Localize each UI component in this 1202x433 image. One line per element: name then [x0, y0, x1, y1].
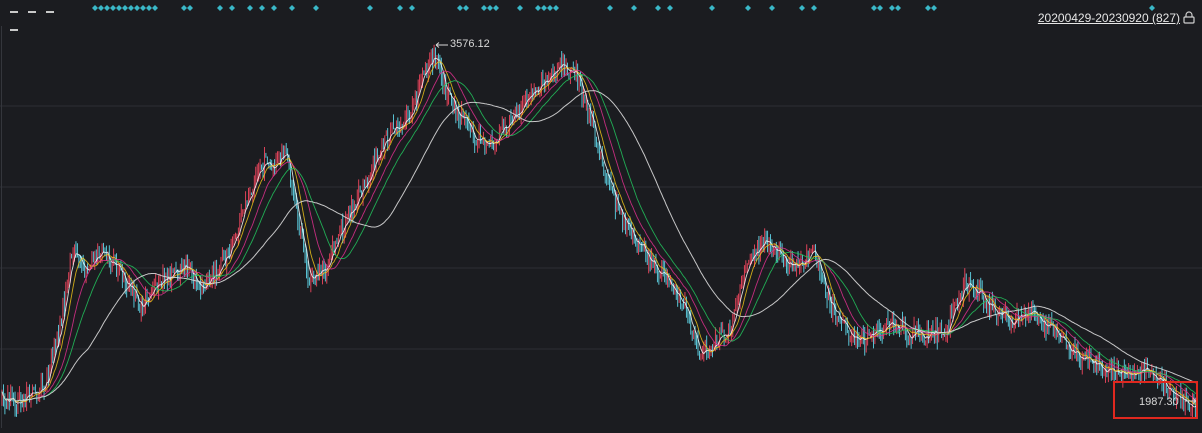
event-marker-48 [1149, 5, 1155, 11]
moving-average-1 [1, 61, 1198, 406]
event-marker-31 [547, 5, 553, 11]
event-marker-24 [463, 5, 469, 11]
high-pointer-arrow [435, 42, 440, 48]
event-marker-41 [811, 5, 817, 11]
event-marker-33 [607, 5, 613, 11]
event-marker-20 [367, 5, 373, 11]
event-marker-9 [146, 5, 152, 11]
event-marker-45 [895, 5, 901, 11]
event-marker-22 [409, 5, 415, 11]
event-marker-30 [541, 5, 547, 11]
event-marker-35 [655, 5, 661, 11]
event-marker-18 [289, 5, 295, 11]
event-marker-3 [110, 5, 116, 11]
event-marker-37 [709, 5, 715, 11]
event-marker-34 [631, 5, 637, 11]
event-marker-7 [134, 5, 140, 11]
event-marker-28 [517, 5, 523, 11]
event-marker-27 [493, 5, 499, 11]
moving-average-0 [1, 57, 1198, 408]
moving-average-4 [1, 90, 1198, 402]
event-marker-19 [313, 5, 319, 11]
moving-average-3 [1, 74, 1198, 402]
event-marker-26 [487, 5, 493, 11]
event-marker-43 [877, 5, 883, 11]
event-marker-29 [535, 5, 541, 11]
event-marker-17 [271, 5, 277, 11]
event-marker-47 [931, 5, 937, 11]
event-marker-40 [799, 5, 805, 11]
event-marker-14 [229, 5, 235, 11]
lock-icon[interactable] [1183, 11, 1195, 24]
event-marker-11 [181, 5, 187, 11]
event-marker-46 [925, 5, 931, 11]
event-marker-23 [457, 5, 463, 11]
event-marker-13 [217, 5, 223, 11]
event-marker-1 [98, 5, 104, 11]
event-marker-15 [247, 5, 253, 11]
event-marker-12 [187, 5, 193, 11]
event-marker-10 [152, 5, 158, 11]
low-pointer-arrow [1192, 398, 1197, 404]
event-marker-32 [553, 5, 559, 11]
moving-average-2 [1, 69, 1197, 402]
event-marker-8 [140, 5, 146, 11]
event-marker-5 [122, 5, 128, 11]
high-value-label: 3576.12 [450, 38, 490, 50]
date-range-label[interactable]: 20200429-20230920 (827) [1037, 11, 1180, 25]
event-marker-39 [769, 5, 775, 11]
event-marker-25 [481, 5, 487, 11]
event-marker-38 [745, 5, 751, 11]
event-marker-4 [116, 5, 122, 11]
event-marker-36 [667, 5, 673, 11]
event-marker-21 [397, 5, 403, 11]
event-marker-42 [871, 5, 877, 11]
top-left-marks [10, 0, 80, 31]
event-marker-44 [889, 5, 895, 11]
low-value-label: 1987.30 [1139, 396, 1179, 408]
low-value-highlight-box [1113, 381, 1198, 419]
event-marker-6 [128, 5, 134, 11]
event-marker-16 [259, 5, 265, 11]
event-marker-0 [92, 5, 98, 11]
event-marker-2 [104, 5, 110, 11]
